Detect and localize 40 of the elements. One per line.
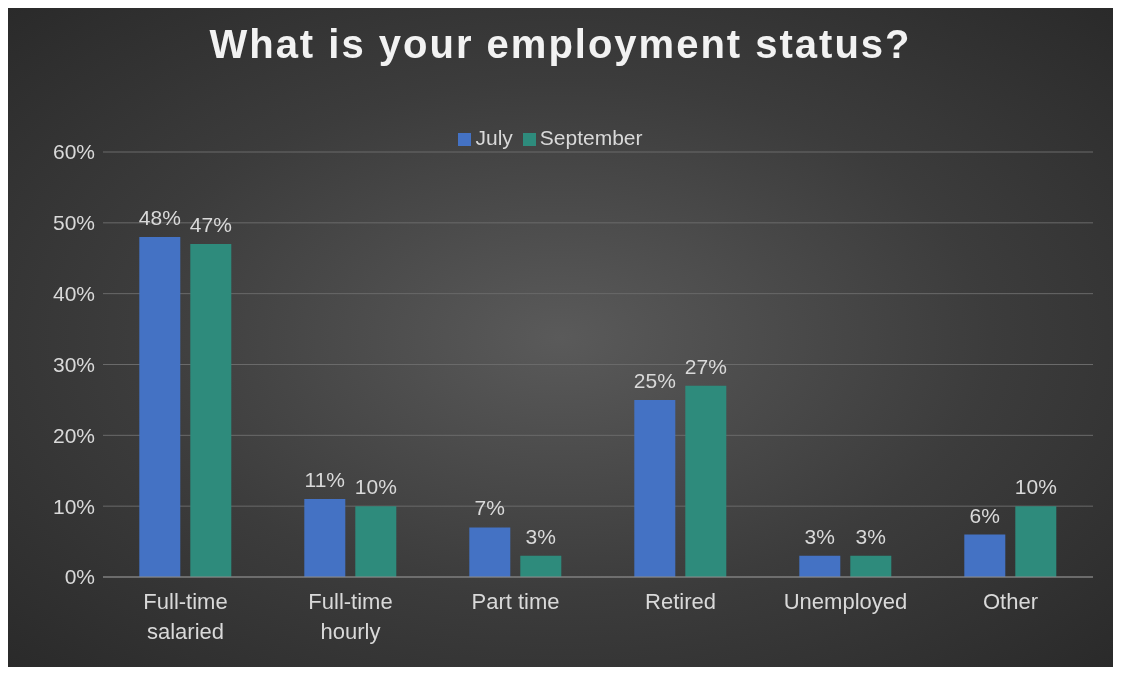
- x-tick-label: Part time: [471, 589, 560, 614]
- x-tick-label: Full-time salaried: [143, 589, 228, 644]
- data-label: 6%: [969, 503, 1000, 527]
- data-label: 10%: [1014, 475, 1057, 499]
- y-tick-label: 10%: [52, 494, 95, 518]
- bar: [850, 555, 892, 577]
- data-label: 25%: [633, 368, 676, 392]
- chart-title: What is your employment status?: [208, 22, 913, 67]
- data-label: 47%: [189, 213, 232, 237]
- bar: [799, 555, 841, 577]
- y-tick-label: 20%: [52, 423, 95, 447]
- bar: [469, 527, 511, 577]
- bar: [355, 506, 397, 577]
- data-label: 3%: [804, 524, 835, 548]
- legend-label: September: [539, 126, 643, 149]
- y-tick-label: 0%: [64, 565, 95, 589]
- x-tick-label: Other: [982, 589, 1039, 614]
- y-tick-label: 50%: [52, 211, 95, 235]
- data-label: 7%: [474, 496, 505, 520]
- bar: [1015, 506, 1057, 577]
- data-label: 48%: [138, 206, 181, 229]
- x-tick-label: Retired: [645, 589, 716, 614]
- y-tick-label: 40%: [52, 282, 95, 306]
- data-label: 10%: [354, 475, 397, 499]
- y-tick-label: 30%: [52, 352, 95, 376]
- bar: [964, 534, 1006, 577]
- y-tick-label: 60%: [52, 140, 95, 164]
- data-label: 3%: [855, 524, 886, 548]
- x-tick-label: Unemployed: [783, 589, 908, 614]
- x-tick-label: Full-time hourly: [308, 589, 393, 644]
- bar: [139, 237, 181, 577]
- data-label: 11%: [304, 468, 346, 492]
- bar: [190, 244, 232, 577]
- bar: [634, 399, 676, 577]
- data-label: 27%: [684, 354, 727, 378]
- data-label: 3%: [525, 524, 556, 548]
- bar: [685, 385, 727, 577]
- bar: [520, 555, 562, 577]
- bar: [304, 499, 346, 577]
- legend-label: July: [475, 126, 513, 149]
